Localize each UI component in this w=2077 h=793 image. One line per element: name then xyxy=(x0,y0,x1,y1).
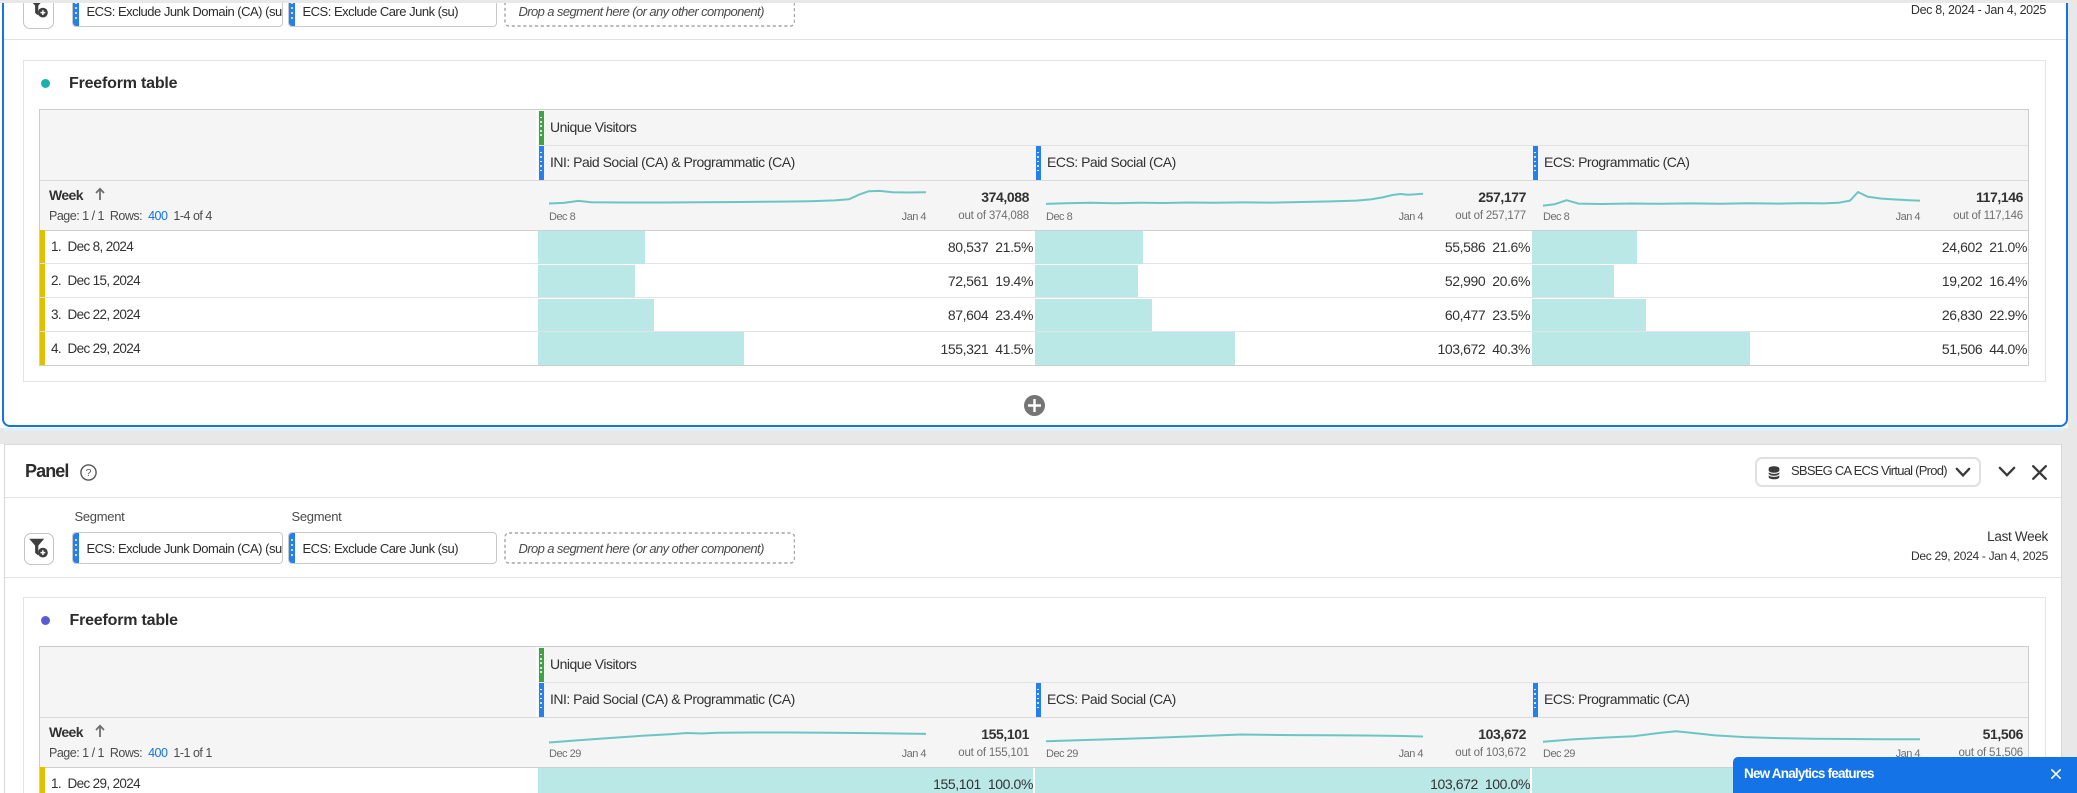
svg-text:?: ? xyxy=(86,467,92,479)
